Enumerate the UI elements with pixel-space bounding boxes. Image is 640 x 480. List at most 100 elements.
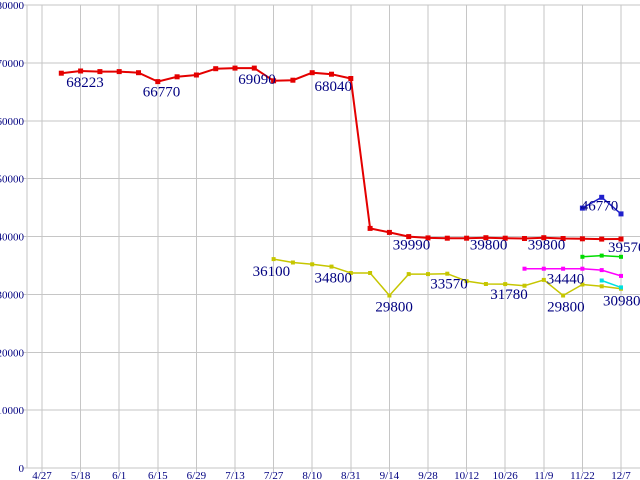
cyan-series-point [599, 278, 604, 283]
x-tick-label: 11/22 [570, 470, 595, 480]
red-series-point [78, 68, 84, 74]
red-series-point [406, 234, 412, 240]
red-series-point [599, 236, 605, 242]
red-series-point [116, 69, 122, 75]
olive-series-point [329, 264, 334, 269]
olive-series-point [368, 271, 373, 275]
red-series-point [541, 235, 547, 241]
y-tick-label: 50000 [0, 174, 25, 186]
olive-series-point-label: 30980 [603, 294, 640, 310]
x-tick-label: 8/10 [302, 470, 322, 480]
x-tick-label: 4/27 [32, 470, 52, 480]
x-tick-label: 7/27 [264, 470, 284, 480]
olive-series-point [580, 282, 585, 287]
olive-series-point [426, 272, 430, 277]
magenta-series-point [619, 273, 623, 278]
red-series-line [61, 67, 622, 241]
magenta-series-line [524, 267, 622, 277]
red-series-point-label: 39990 [393, 238, 431, 254]
olive-series-point [406, 272, 411, 277]
olive-series-point [310, 262, 315, 267]
x-tick-label: 12/7 [611, 470, 631, 480]
olive-series-point [522, 283, 527, 288]
y-tick-label: 70000 [0, 58, 25, 70]
x-tick-label: 11/9 [534, 470, 554, 480]
red-series-point [560, 236, 566, 241]
olive-series-point [290, 260, 295, 265]
green-series-point [599, 253, 604, 258]
y-tick-label: 40000 [0, 232, 25, 244]
cyan-series-line [601, 279, 622, 289]
olive-series-point [348, 271, 353, 275]
x-tick-label: 5/18 [71, 470, 91, 480]
red-series-point [522, 236, 527, 241]
green-series-point [619, 254, 623, 259]
red-series-point [97, 69, 103, 75]
blue-series-point [579, 205, 585, 211]
olive-series-point [271, 257, 276, 262]
x-tick-label: 6/1 [112, 470, 126, 480]
blue-series-point-label: 46770 [581, 198, 619, 214]
y-tick-label: 30000 [0, 289, 25, 301]
red-series-point-label: 66770 [143, 85, 181, 101]
magenta-series-point [561, 266, 566, 271]
x-tick-label: 7/13 [225, 470, 245, 480]
y-tick-label: 20000 [0, 347, 25, 359]
red-series-point [213, 66, 219, 72]
red-series-point [367, 225, 373, 231]
olive-series-point-label: 33570 [430, 277, 468, 293]
green-series-point [580, 254, 585, 259]
red-series-point-label: 39800 [470, 238, 508, 254]
red-series-point [425, 235, 431, 241]
y-tick-label: 0 [19, 463, 25, 475]
red-series-point [386, 229, 392, 235]
red-series-point [579, 236, 585, 242]
olive-series-point [599, 284, 604, 289]
red-series-point-label: 68223 [66, 75, 104, 91]
olive-series-point-label: 36100 [253, 264, 291, 280]
red-series-point [155, 79, 161, 85]
red-series-point-label: 39800 [528, 238, 566, 254]
magenta-series-point [599, 268, 604, 273]
red-series-point [232, 65, 238, 71]
x-tick-label: 6/15 [148, 470, 168, 480]
magenta-series-point-label: 34440 [547, 272, 585, 288]
red-series-point [290, 77, 296, 83]
red-series-point [464, 235, 470, 241]
magenta-series-point [541, 266, 546, 271]
x-tick-label: 9/14 [380, 470, 400, 480]
red-series-point [444, 235, 450, 241]
blue-series-point [599, 194, 605, 200]
x-tick-label: 9/28 [418, 470, 438, 480]
red-series-point [483, 235, 489, 241]
blue-series-point [618, 211, 624, 217]
olive-series-point-label: 29800 [547, 300, 585, 316]
olive-series-point [483, 282, 488, 286]
red-series-point [329, 71, 334, 77]
cyan-series-point [619, 285, 623, 290]
y-tick-label: 80000 [0, 0, 25, 12]
red-series-point-label: 69090 [238, 72, 275, 88]
olive-series-point [445, 271, 450, 276]
x-tick-label: 10/26 [493, 470, 519, 480]
red-series-point [502, 235, 508, 241]
red-series-point-label: 39570 [608, 240, 640, 256]
red-series-point [348, 76, 354, 81]
x-tick-label: 6/29 [187, 470, 207, 480]
y-tick-label: 10000 [0, 405, 25, 417]
magenta-series-point [522, 266, 527, 271]
red-series-point [251, 65, 257, 71]
olive-series-point [387, 293, 392, 298]
red-series-point [193, 72, 199, 78]
red-series-point-label: 68040 [315, 79, 353, 95]
olive-series-point-label: 29800 [375, 300, 413, 316]
red-series-point [271, 78, 277, 84]
olive-series-point-label: 31780 [490, 287, 528, 303]
magenta-series-point [580, 266, 585, 271]
red-series-point [58, 70, 64, 76]
y-tick-label: 60000 [0, 116, 25, 128]
olive-series-point-label: 34800 [315, 271, 353, 287]
olive-series-point [503, 282, 508, 287]
x-tick-label: 10/12 [454, 470, 479, 480]
